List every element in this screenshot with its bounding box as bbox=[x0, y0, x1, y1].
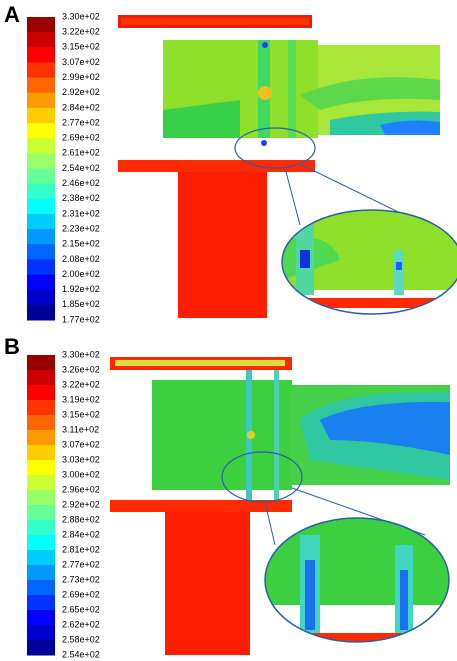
colorbar-label: 2.84e+02 bbox=[62, 529, 100, 539]
colorbar-segment bbox=[27, 490, 55, 506]
colorbar-label: 2.61e+02 bbox=[62, 148, 100, 158]
colorbar-label: 2.54e+02 bbox=[62, 649, 100, 659]
colorbar-segment bbox=[27, 415, 55, 431]
colorbar-segment bbox=[27, 198, 55, 215]
colorbar-label: 3.30e+02 bbox=[62, 11, 100, 21]
colorbar-segment bbox=[27, 385, 55, 401]
colorbar-segment bbox=[27, 640, 55, 656]
colorbar-segment bbox=[27, 92, 55, 109]
colorbar-label: 2.69e+02 bbox=[62, 589, 100, 599]
colorbar-segment bbox=[27, 610, 55, 626]
colorbar-segment bbox=[27, 595, 55, 611]
colorbar-segment bbox=[27, 565, 55, 581]
colorbar-segment bbox=[27, 47, 55, 63]
colorbar-label: 2.31e+02 bbox=[62, 208, 100, 218]
colorbar-label: 2.73e+02 bbox=[62, 574, 100, 584]
colorbar-label: 2.96e+02 bbox=[62, 484, 100, 494]
colorbar-label: 1.85e+02 bbox=[62, 299, 100, 309]
colorbar-segment bbox=[27, 304, 55, 321]
colorbar-segment bbox=[27, 370, 55, 386]
colorbar-label: 2.00e+02 bbox=[62, 269, 100, 279]
panel-label: A bbox=[4, 2, 20, 27]
colorbar-segment bbox=[27, 153, 55, 169]
colorbar-label: 2.08e+02 bbox=[62, 254, 100, 264]
colorbar-label: 2.62e+02 bbox=[62, 619, 100, 629]
colorbar-segment bbox=[27, 229, 55, 245]
colorbar-segment bbox=[27, 168, 55, 185]
colorbar-label: 3.11e+02 bbox=[62, 424, 99, 434]
colorbar-label: 2.54e+02 bbox=[62, 163, 100, 173]
colorbar-segment bbox=[27, 123, 55, 139]
colorbar-segment bbox=[27, 460, 55, 476]
colorbar-segment bbox=[27, 580, 55, 596]
colorbar-label: 2.92e+02 bbox=[62, 499, 100, 509]
colorbar-label: 2.81e+02 bbox=[62, 544, 100, 554]
colorbar-segment bbox=[27, 138, 55, 154]
colorbar-segment bbox=[27, 625, 55, 641]
colorbar-label: 2.99e+02 bbox=[62, 72, 100, 82]
colorbar-label: 3.07e+02 bbox=[62, 439, 100, 449]
colorbar-label: 2.84e+02 bbox=[62, 102, 100, 112]
colorbar-label: 2.77e+02 bbox=[62, 117, 100, 127]
contour-a bbox=[118, 15, 457, 318]
colorbar-label: 3.15e+02 bbox=[62, 409, 100, 419]
colorbar-segment bbox=[27, 445, 55, 461]
colorbar-segment bbox=[27, 520, 55, 536]
colorbar-segment bbox=[27, 244, 55, 260]
colorbar-label: 3.07e+02 bbox=[62, 57, 100, 67]
colorbar-label: 3.22e+02 bbox=[62, 379, 100, 389]
colorbar-segment bbox=[27, 505, 55, 521]
colorbar-segment bbox=[27, 77, 55, 94]
colorbar-label: 2.38e+02 bbox=[62, 193, 100, 203]
colorbar-label: 2.46e+02 bbox=[62, 178, 100, 188]
colorbar-segment bbox=[27, 183, 55, 200]
colorbar-label: 1.77e+02 bbox=[62, 314, 100, 324]
colorbar-segment bbox=[27, 62, 55, 79]
colorbar-segment bbox=[27, 107, 55, 124]
colorbar-label: 3.03e+02 bbox=[62, 454, 100, 464]
colorbar-label: 2.88e+02 bbox=[62, 514, 100, 524]
colorbar-label: 3.19e+02 bbox=[62, 394, 100, 404]
colorbar-segment bbox=[27, 17, 55, 33]
colorbar-label: 2.15e+02 bbox=[62, 239, 100, 249]
colorbar-label: 3.26e+02 bbox=[62, 364, 100, 374]
colorbar-segment bbox=[27, 259, 55, 276]
colorbar-label: 3.22e+02 bbox=[62, 27, 100, 37]
colorbar-label: 2.92e+02 bbox=[62, 87, 100, 97]
colorbar-segment bbox=[27, 355, 55, 371]
panel-label: B bbox=[4, 334, 20, 359]
colorbar-segment bbox=[27, 430, 55, 446]
colorbar-segment bbox=[27, 274, 55, 291]
colorbar-segment bbox=[27, 213, 55, 230]
colorbar-label: 3.15e+02 bbox=[62, 42, 100, 52]
colorbar-label: 2.77e+02 bbox=[62, 559, 100, 569]
colorbar-segment bbox=[27, 400, 55, 416]
colorbar-segment bbox=[27, 475, 55, 491]
colorbar-label: 2.23e+02 bbox=[62, 223, 100, 233]
contour-b bbox=[110, 357, 450, 655]
colorbar-segment bbox=[27, 289, 55, 306]
colorbar-label: 2.69e+02 bbox=[62, 133, 100, 143]
colorbar-label: 3.00e+02 bbox=[62, 469, 100, 479]
colorbar-label: 1.92e+02 bbox=[62, 284, 100, 294]
colorbar-segment bbox=[27, 535, 55, 551]
colorbar-label: 2.65e+02 bbox=[62, 604, 100, 614]
colorbar-segment bbox=[27, 32, 55, 48]
colorbar-label: 3.30e+02 bbox=[62, 349, 100, 359]
colorbar-label: 2.58e+02 bbox=[62, 634, 100, 644]
colorbar-segment bbox=[27, 550, 55, 566]
